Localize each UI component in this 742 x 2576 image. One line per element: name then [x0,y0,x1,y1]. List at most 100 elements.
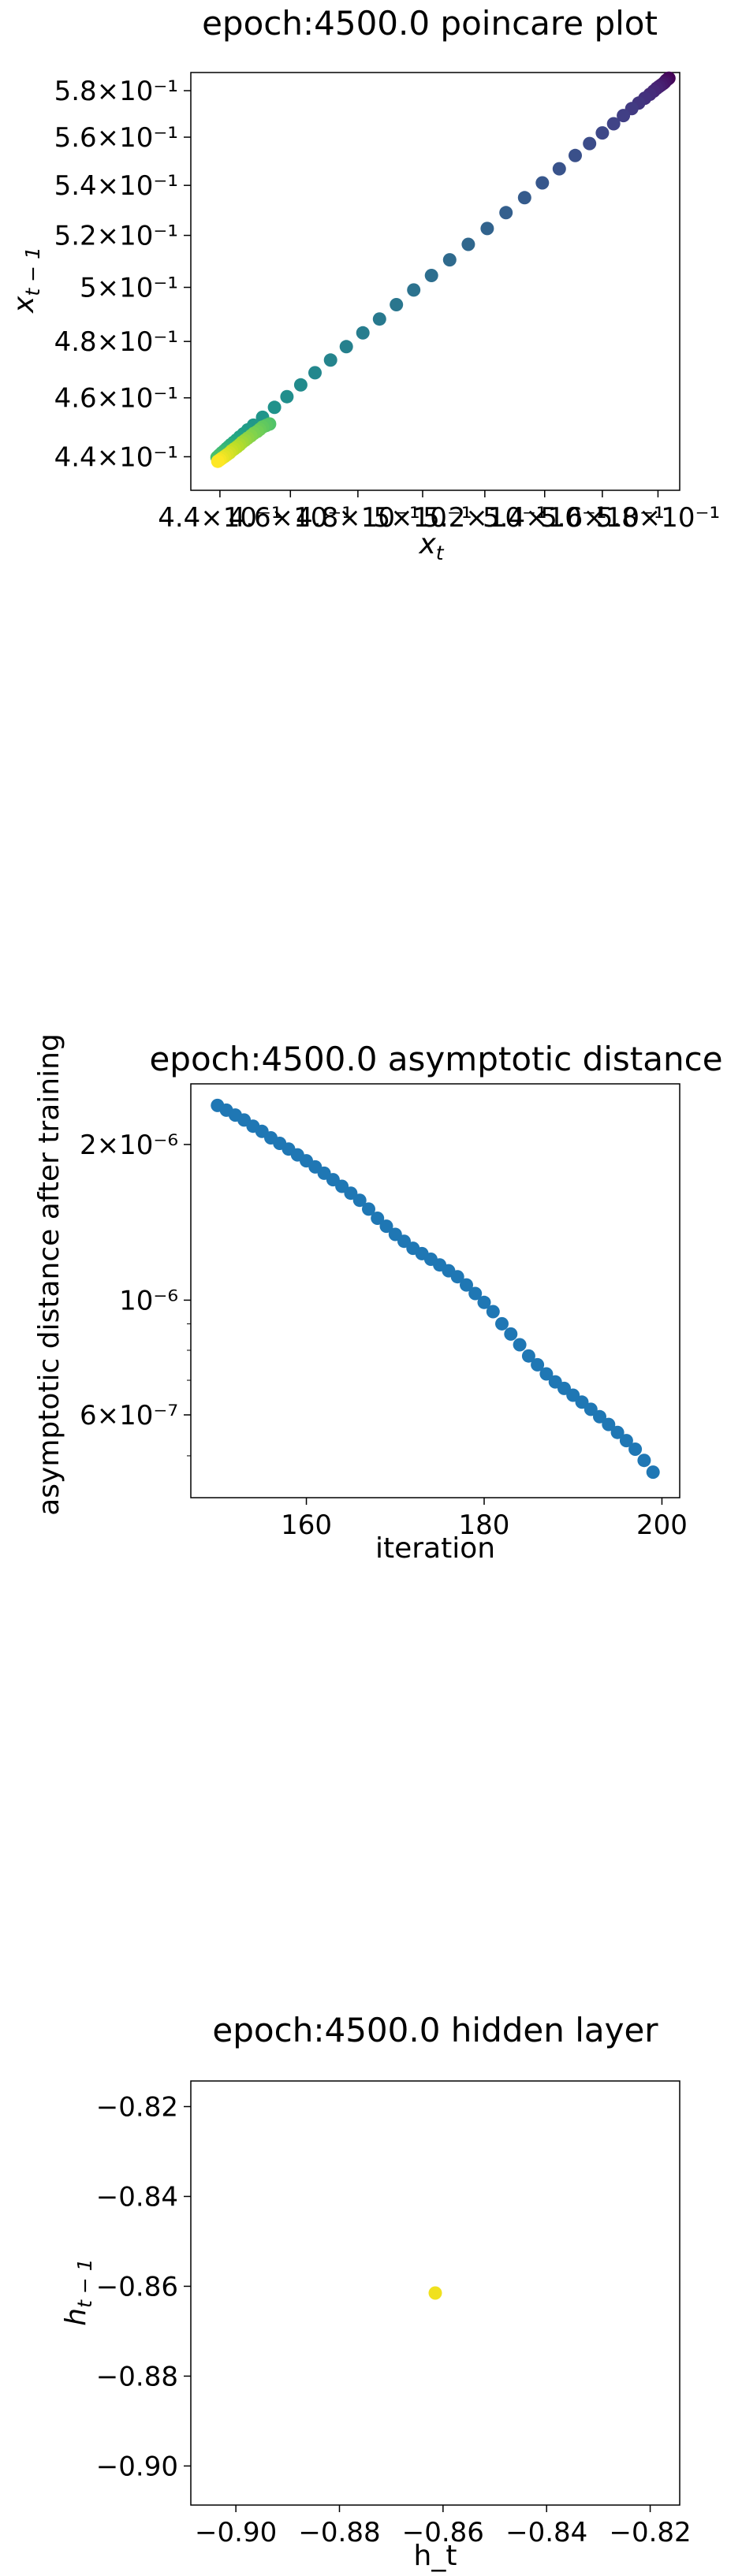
poincare-plot-title: epoch:4500.0 poincare plot [202,4,658,43]
hidden-layer-x-tick-label: −0.90 [195,2517,277,2548]
asymptotic-distance-point [495,1316,509,1331]
poincare-point [407,283,421,297]
asymptotic-distance-point [593,1409,606,1424]
poincare-plot-x-tick-label: 5.2×10⁻¹ [423,502,546,534]
hidden-layer-y-tick-label: −0.90 [96,2451,178,2482]
poincare-point [267,400,282,415]
asymptotic-distance-point [531,1357,545,1372]
poincare-point [552,162,566,176]
hidden-layer-chart: epoch:4500.0 hidden layer −0.90 −0.88 −0.8… [60,2011,692,2572]
poincare-plot-x-tick-label: 4.4×10⁻¹ [158,502,282,534]
poincare-point [442,253,457,267]
asymptotic-distance-point [628,1442,643,1456]
poincare-point [499,206,513,220]
hidden-layer-x-axis-label: h_t [414,2540,457,2572]
hidden-layer-points [428,2286,442,2300]
asymptotic-distance-x-ticks: 160 180 200 [281,1498,688,1541]
poincare-point [390,298,404,311]
poincare-plot-y-tick-label: 4.8×10⁻¹ [54,326,178,358]
asymptotic-distance-point [646,1465,660,1480]
poincare-plot-x-tick-label: 5.4×10⁻¹ [483,502,606,534]
hidden-layer-x-tick-label: −0.88 [298,2517,380,2548]
poincare-point [308,366,322,380]
hidden-layer-y-tick-label: −0.84 [96,2181,178,2213]
asymptotic-distance-y-ticks: 2×10⁻⁶ 10⁻⁶ 6×10⁻⁷ [80,1130,191,1457]
poincare-plot-x-tick-label: 5.6×10⁻¹ [540,502,664,534]
poincare-plot-y-tick-label: 5.2×10⁻¹ [54,221,178,252]
poincare-point [323,353,337,367]
hidden-layer-y-ticks: −0.82 −0.84 −0.86 −0.88 −0.90 [96,2091,191,2482]
asymptotic-distance-point [610,1425,625,1439]
hidden-layer-point [428,2286,442,2300]
asymptotic-distance-point [575,1395,589,1409]
asymptotic-distance-point [486,1305,500,1319]
poincare-point [293,378,308,392]
poincare-point [424,269,438,282]
poincare-point [535,176,550,190]
asymptotic-distance-point [539,1367,554,1381]
poincare-point [480,221,494,236]
poincare-point [606,117,621,131]
hidden-layer-x-tick-label: −0.86 [402,2517,484,2548]
hidden-layer-y-tick-label: −0.88 [96,2361,178,2392]
poincare-plot-x-tick-label: 4.8×10⁻¹ [296,502,419,534]
poincare-point [461,237,475,251]
asymptotic-distance-x-tick-label: 200 [636,1509,688,1541]
asymptotic-distance-chart: epoch:4500.0 asymptotic distance 160 180 2… [33,1033,723,1565]
asymptotic-distance-point [352,1193,367,1208]
hidden-layer-y-tick-label: −0.86 [96,2271,178,2302]
poincare-point [339,340,353,354]
asymptotic-distance-title: epoch:4500.0 asymptotic distance [149,1040,722,1078]
asymptotic-distance-y-tick-label: 6×10⁻⁷ [80,1400,178,1431]
poincare-point [583,136,597,151]
asymptotic-distance-point [468,1286,483,1301]
hidden-layer-x-tick-label: −0.84 [505,2517,587,2548]
asymptotic-distance-point [602,1417,616,1431]
asymptotic-distance-point [477,1295,491,1309]
asymptotic-distance-point [619,1434,633,1448]
hidden-layer-frame [190,2080,680,2506]
asymptotic-distance-point [521,1349,535,1363]
poincare-plot-x-ticks: 4.4×10⁻¹4.6×10⁻¹4.8×10⁻¹5×10⁻¹5.2×10⁻¹5.… [158,490,720,534]
asymptotic-distance-point [344,1186,358,1201]
poincare-plot-x-tick-label: 4.6×10⁻¹ [229,502,352,534]
hidden-layer-x-ticks: −0.90 −0.88 −0.86 −0.84 −0.82 [195,2505,692,2548]
poincare-point [617,109,631,123]
asymptotic-distance-x-tick-label: 180 [459,1509,510,1541]
poincare-plot-y-tick-label: 5.6×10⁻¹ [54,122,178,154]
poincare-plot-y-ticks: 4.4×10⁻¹ 4.6×10⁻¹ 4.8×10⁻¹ 5×10⁻¹ 5.2×10⁻¹ 5.… [54,76,191,473]
poincare-point [569,148,582,162]
asymptotic-distance-point [450,1270,464,1284]
poincare-point [517,191,531,205]
asymptotic-distance-point [379,1219,393,1234]
poincare-plot-points [210,71,676,468]
poincare-plot-chart: epoch:4500.0 poincare plot 4.4×10⁻¹4.6×1… [8,4,720,564]
hidden-layer-x-tick-label: −0.82 [609,2517,691,2548]
poincare-plot-y-tick-label: 5.4×10⁻¹ [54,170,178,202]
poincare-point [595,126,610,140]
asymptotic-distance-x-tick-label: 160 [281,1509,332,1541]
asymptotic-distance-point [371,1212,385,1225]
poincare-plot-y-tick-label: 5×10⁻¹ [80,273,178,304]
poincare-plot-frame [190,72,680,491]
asymptotic-distance-y-axis-label: asymptotic distance after training [33,1033,65,1516]
asymptotic-distance-point [637,1454,651,1468]
asymptotic-distance-point [584,1402,598,1416]
asymptotic-distance-point [460,1278,473,1292]
poincare-plot-y-tick-label: 5.8×10⁻¹ [54,76,178,107]
asymptotic-distance-x-axis-label: iteration [375,1532,495,1565]
poincare-point [280,389,294,404]
poincare-point [356,326,370,340]
poincare-plot-y-tick-label: 4.4×10⁻¹ [54,441,178,473]
poincare-plot-x-tick-label: 5×10⁻¹ [373,502,472,534]
poincare-plot-y-tick-label: 4.6×10⁻¹ [54,383,178,415]
asymptotic-distance-y-tick-label: 10⁻⁶ [119,1285,178,1316]
hidden-layer-title: epoch:4500.0 hidden layer [212,2011,658,2049]
hidden-layer-y-tick-label: −0.82 [96,2091,178,2123]
asymptotic-distance-frame [190,1083,680,1498]
asymptotic-distance-points [211,1098,660,1480]
poincare-plot-x-tick-label: 5.8×10⁻¹ [596,502,720,534]
poincare-point [211,454,225,468]
